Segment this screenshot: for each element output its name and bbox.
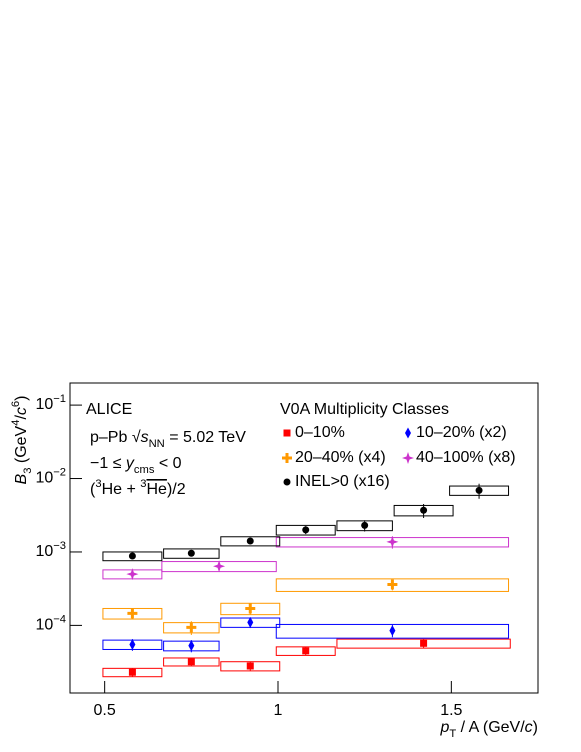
- marker: [402, 452, 414, 464]
- annotation: ALICE: [86, 401, 132, 418]
- syst-box: [275, 623, 510, 639]
- marker: [389, 625, 396, 637]
- legend-label: 10–20% (x2): [416, 424, 507, 441]
- marker: [420, 506, 428, 514]
- marker: [282, 453, 292, 463]
- marker: [405, 427, 411, 439]
- x-tick-label: 0.5: [94, 702, 116, 719]
- marker: [361, 521, 369, 529]
- annotation: (3He + 3He)/2: [90, 478, 186, 498]
- syst-box: [163, 548, 220, 559]
- marker: [187, 658, 195, 666]
- marker: [302, 526, 310, 534]
- marker: [188, 640, 195, 652]
- legend-label: 20–40% (x4): [295, 449, 386, 466]
- syst-box: [275, 524, 336, 536]
- y-tick-label: 10−4: [35, 613, 66, 633]
- marker: [245, 603, 256, 614]
- marker: [128, 668, 136, 676]
- marker: [387, 579, 398, 590]
- marker: [246, 537, 254, 545]
- syst-box: [102, 551, 163, 562]
- y-tick-label: 10−1: [35, 393, 66, 413]
- marker: [246, 662, 254, 670]
- syst-box: [220, 536, 281, 547]
- marker: [128, 552, 136, 560]
- x-tick-label: 1: [274, 702, 283, 719]
- x-axis-label: pT / A (GeV/c): [439, 719, 538, 740]
- legend-title: V0A Multiplicity Classes: [280, 401, 449, 418]
- marker: [129, 638, 136, 650]
- marker: [187, 549, 195, 557]
- legend-label: 0–10%: [295, 424, 345, 441]
- marker: [283, 429, 291, 437]
- annotation: −1 ≤ ycms < 0: [90, 455, 182, 476]
- annotation: p–Pb √sNN = 5.02 TeV: [90, 429, 246, 450]
- plot-frame: [69, 382, 539, 694]
- x-tick-label: 1.5: [440, 702, 462, 719]
- y-tick-label: 10−2: [35, 466, 66, 486]
- marker: [127, 608, 138, 619]
- marker: [283, 478, 291, 486]
- y-tick-label: 10−3: [35, 540, 66, 560]
- marker: [302, 647, 310, 655]
- marker: [420, 639, 428, 647]
- marker: [213, 560, 226, 573]
- y-axis-label: B3 (GeV4/c6): [10, 396, 34, 485]
- marker: [247, 616, 254, 628]
- marker: [475, 486, 483, 494]
- syst-box: [275, 578, 510, 592]
- legend-label: 40–100% (x8): [416, 449, 516, 466]
- marker: [126, 568, 139, 581]
- legend-label: INEL>0 (x16): [295, 473, 390, 490]
- marker: [386, 535, 399, 548]
- marker: [186, 622, 197, 633]
